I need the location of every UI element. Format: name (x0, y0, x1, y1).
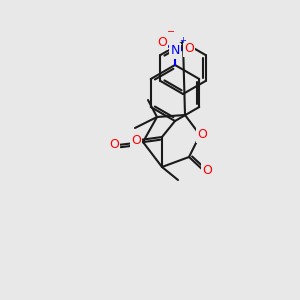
Text: N: N (170, 44, 180, 58)
Text: O: O (131, 134, 141, 146)
Text: O: O (197, 128, 207, 142)
Text: O: O (184, 43, 194, 56)
Text: −: − (167, 27, 175, 37)
Text: O: O (109, 139, 119, 152)
Text: +: + (179, 36, 186, 45)
Text: O: O (157, 35, 167, 49)
Text: O: O (202, 164, 212, 176)
